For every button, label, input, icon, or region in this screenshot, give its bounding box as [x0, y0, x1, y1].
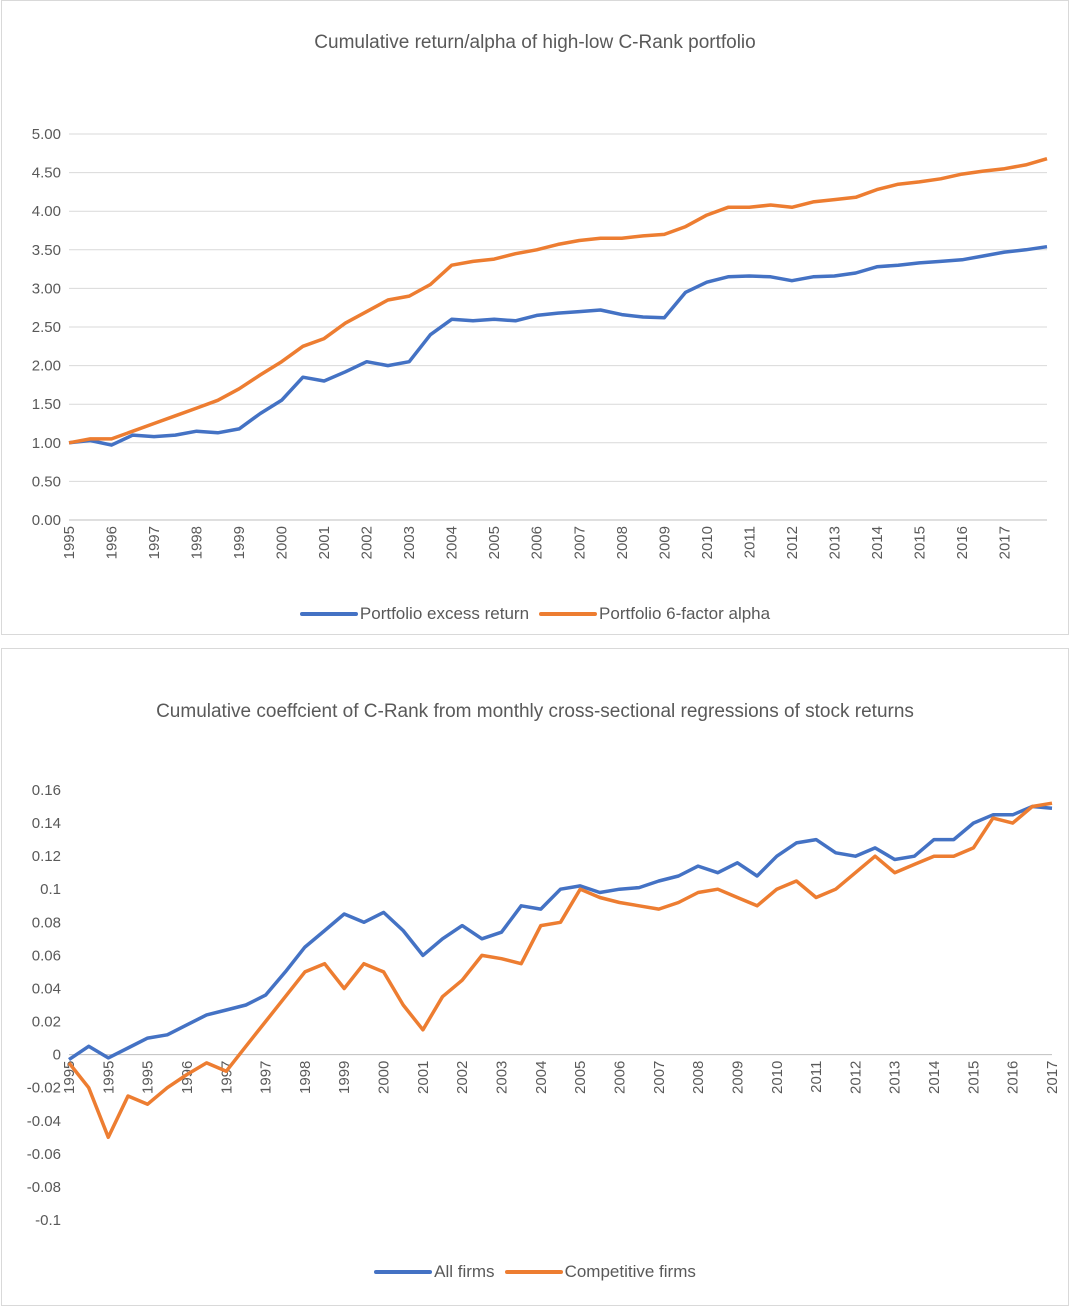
legend-label: Portfolio 6-factor alpha [599, 604, 771, 623]
x-tick-label: 2000 [274, 526, 291, 559]
x-tick-label: 2007 [651, 1061, 668, 1094]
x-tick-label: 1995 [100, 1061, 117, 1094]
legend-swatch [299, 612, 358, 616]
data-line [68, 157, 1048, 445]
x-tick-label: 2001 [316, 526, 333, 559]
x-tick-label: 2017 [1044, 1061, 1061, 1094]
legend-label: Portfolio excess return [359, 604, 530, 623]
y-tick-label: 5.00 [32, 126, 61, 143]
legend-item: Portfolio 6-factor alpha [539, 604, 770, 624]
x-tick-label: 2016 [954, 526, 971, 559]
y-tick-label: 0.06 [32, 947, 61, 964]
x-tick-label: 2007 [571, 526, 588, 559]
legend: Portfolio excess return Portfolio 6-facto… [2, 604, 1068, 624]
y-tick-label: 0.16 [32, 782, 61, 799]
x-tick-label: 1998 [297, 1061, 314, 1094]
y-tick-label: 3.50 [32, 242, 61, 259]
x-tick-label: 2002 [454, 1061, 471, 1094]
x-tick-label: 2008 [690, 1061, 707, 1094]
y-tick-label: -0.04 [27, 1113, 61, 1130]
x-tick-label: 2005 [486, 526, 503, 559]
y-tick-label: 1.50 [32, 396, 61, 413]
legend-swatch [374, 1270, 433, 1274]
y-tick-label: 0.00 [32, 512, 61, 529]
y-tick-label: 1.00 [32, 435, 61, 452]
legend-label: Competitive firms [564, 1262, 696, 1281]
y-tick-label: 0.02 [32, 1014, 61, 1031]
x-tick-label: 2008 [614, 526, 631, 559]
x-tick-label: 2014 [869, 526, 886, 559]
legend-swatch [504, 1270, 563, 1274]
chart-panel: -0.1 -0.08 -0.06 -0.04 -0.02 0 0.02 0.04 0.06 0.0… [1, 648, 1069, 1306]
y-tick-label: 0.14 [32, 815, 61, 832]
x-tick-label: 2017 [996, 526, 1013, 559]
y-tick-label: -0.06 [27, 1146, 61, 1163]
x-tick-label: 2011 [741, 526, 758, 558]
x-tick-label: 1997 [258, 1061, 275, 1094]
chart: 0.00 0.50 1.00 1.50 2.00 2.50 3.00 3.50 4.00 4.50… [32, 126, 1048, 559]
x-tick-label: 2015 [911, 526, 928, 559]
y-tick-label: 0 [53, 1047, 61, 1064]
x-tick-label: 2003 [401, 526, 418, 559]
chart-title: Cumulative return/alpha of high-low C-Ra… [314, 32, 756, 53]
x-tick-label: 1998 [189, 526, 206, 559]
legend: All firms Competitive firms [2, 1262, 1068, 1282]
y-tick-label: -0.08 [27, 1179, 61, 1196]
legend-label: All firms [434, 1262, 495, 1281]
legend-item: Portfolio excess return [299, 604, 530, 624]
x-tick-label: 2016 [1005, 1061, 1022, 1094]
x-tick-label: 2014 [926, 1061, 943, 1094]
x-tick-label: 2015 [965, 1061, 982, 1094]
y-tick-label: 3.00 [32, 280, 61, 297]
x-tick-label: 1996 [179, 1061, 196, 1094]
y-tick-label: 0.04 [32, 980, 61, 997]
x-tick-label: 2010 [699, 526, 716, 559]
y-tick-label: 0.1 [40, 881, 61, 898]
x-tick-label: 2004 [533, 1061, 550, 1094]
x-tick-label: 1996 [104, 526, 121, 559]
x-tick-label: 2002 [359, 526, 376, 559]
x-tick-label: 2011 [808, 1061, 825, 1093]
x-tick-label: 2009 [729, 1061, 746, 1094]
data-line [68, 244, 1048, 447]
legend-swatch [539, 612, 598, 616]
x-tick-label: 1997 [146, 526, 163, 559]
x-tick-label: 2009 [656, 526, 673, 559]
y-tick-label: 0.50 [32, 473, 61, 490]
x-tick-label: 2010 [769, 1061, 786, 1094]
y-tick-label: 0.12 [32, 848, 61, 865]
x-tick-label: 1999 [231, 526, 248, 559]
y-tick-label: -0.1 [35, 1212, 61, 1229]
y-tick-label: 2.00 [32, 358, 61, 375]
x-tick-label: 1999 [336, 1061, 353, 1094]
x-tick-label: 2001 [415, 1061, 432, 1094]
chart-title: Cumulative coeffcient of C-Rank from mon… [156, 701, 914, 722]
x-tick-label: 2013 [887, 1061, 904, 1094]
y-tick-label: 4.50 [32, 165, 61, 182]
x-tick-label: 2003 [494, 1061, 511, 1094]
y-tick-label: 2.50 [32, 319, 61, 336]
y-tick-label: 0.08 [32, 914, 61, 931]
x-tick-label: 2012 [847, 1061, 864, 1094]
legend-item: Competitive firms [504, 1262, 696, 1282]
y-tick-label: -0.02 [27, 1080, 61, 1097]
data-line [68, 804, 1053, 1062]
x-tick-label: 1995 [140, 1061, 157, 1094]
x-tick-label: 2013 [826, 526, 843, 559]
y-tick-label: 4.00 [32, 203, 61, 220]
legend-item: All firms [374, 1262, 495, 1282]
chart: -0.1 -0.08 -0.06 -0.04 -0.02 0 0.02 0.04 0.06 0.0… [27, 782, 1061, 1229]
x-tick-label: 1995 [61, 526, 78, 559]
x-tick-label: 2000 [376, 1061, 393, 1094]
chart-panel: 0.00 0.50 1.00 1.50 2.00 2.50 3.00 3.50 4.00 4.50… [1, 0, 1069, 635]
x-tick-label: 2006 [611, 1061, 628, 1094]
x-tick-label: 2012 [784, 526, 801, 559]
x-tick-label: 2005 [572, 1061, 589, 1094]
data-line [67, 801, 1053, 1140]
x-tick-label: 2006 [529, 526, 546, 559]
x-tick-label: 2004 [444, 526, 461, 559]
